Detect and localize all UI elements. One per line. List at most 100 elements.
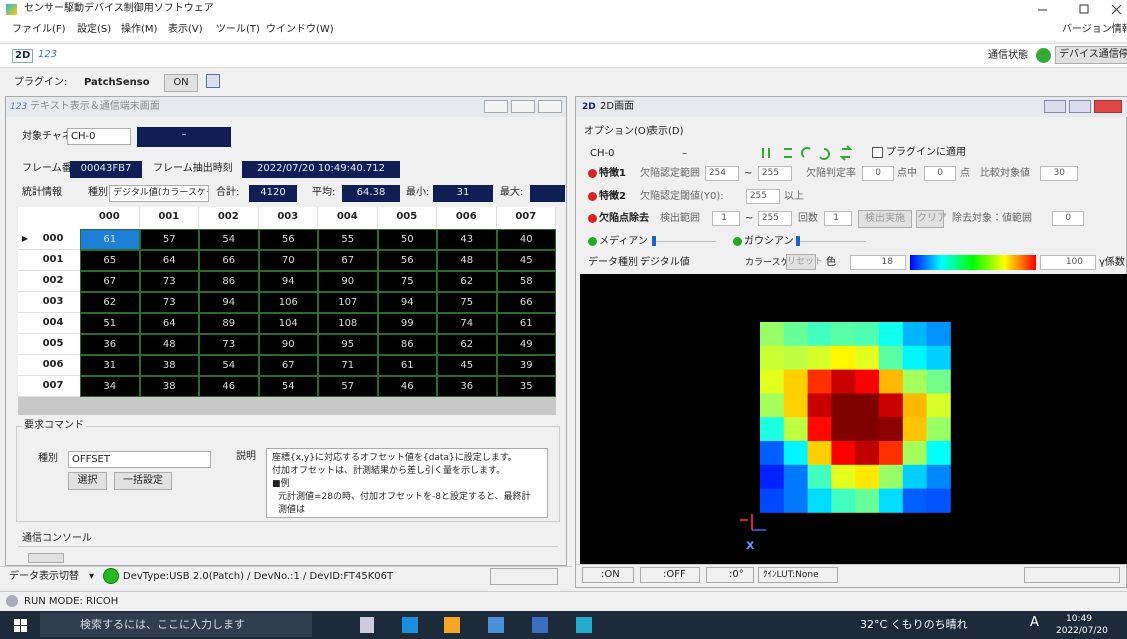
tool-icons[interactable] [760,145,868,161]
table-cell[interactable]: 31 [80,355,140,376]
table-cell[interactable]: 75 [437,292,497,313]
table-cell[interactable]: 90 [258,334,318,355]
menu-item[interactable]: ファイル(F) [12,24,66,35]
table-cell[interactable]: 61 [496,313,556,334]
spin[interactable]: 30 [1040,166,1078,181]
removal-name[interactable]: 欠陥点除去 [599,213,649,224]
close-button[interactable] [1094,100,1122,113]
description-box[interactable]: 座標{x,y}に対応するオフセット値を{data}に設定します。 付加オフセット… [266,448,548,518]
minimize-button[interactable] [484,100,508,113]
table-cell[interactable]: 46 [199,376,259,397]
table-cell[interactable]: 54 [199,355,259,376]
table-cell[interactable]: 45 [437,355,497,376]
table-cell[interactable]: 71 [318,355,378,376]
table-cell[interactable]: 66 [496,292,556,313]
table-cell[interactable]: 56 [258,229,318,250]
median-slider[interactable] [652,236,656,246]
table-cell[interactable]: 94 [377,292,437,313]
table-cell[interactable]: 43 [437,229,497,250]
table-cell[interactable]: 62 [80,292,140,313]
table-cell[interactable]: 86 [377,334,437,355]
display-switch[interactable]: データ表示切替 [9,571,79,582]
table-cell[interactable]: 99 [377,313,437,334]
spin[interactable]: 0 [924,166,956,181]
color-max-spin[interactable]: 100 [1040,255,1096,270]
kind-select[interactable]: デジタル値(カラースケール) [109,185,209,202]
console-button[interactable] [28,553,64,563]
feature2-name[interactable]: 特徴2 [599,191,626,202]
menu-item[interactable]: ウインドウ(W) [266,24,334,35]
table-cell[interactable]: 55 [318,229,378,250]
menu-item[interactable]: 表示(D) [648,126,684,137]
table-cell[interactable]: 51 [80,313,140,334]
menu-item[interactable]: 表示(V) [168,24,203,35]
table-cell[interactable]: 73 [139,292,199,313]
table-cell[interactable]: 58 [496,271,556,292]
gaussian-filter[interactable]: ガウシアン [744,236,794,247]
table-cell[interactable]: 54 [199,229,259,250]
mode-2d-button[interactable]: 2D [12,49,34,63]
table-cell[interactable]: 61 [80,229,140,250]
maximize-button[interactable] [1069,100,1091,113]
menu-item[interactable]: オプション(O) [584,126,650,137]
table-cell[interactable]: 107 [318,292,378,313]
spin[interactable]: 255 [758,211,792,226]
plugin-apply-checkbox[interactable] [872,147,883,158]
table-cell[interactable]: 73 [139,271,199,292]
table-cell[interactable]: 45 [496,250,556,271]
spin[interactable]: 254 [705,166,739,181]
table-cell[interactable]: 36 [80,334,140,355]
data-kind-select[interactable]: デジタル値 [640,257,690,268]
table-cell[interactable]: 57 [318,376,378,397]
reset-button[interactable]: リセット [786,254,823,270]
table-cell[interactable]: 46 [377,376,437,397]
channel-select[interactable]: CH-0 [590,148,615,159]
spin[interactable]: 0 [1052,211,1084,226]
table-cell[interactable]: 94 [258,271,318,292]
weather[interactable]: 32°C くもりのち晴れ [860,618,968,631]
table-cell[interactable]: 36 [437,376,497,397]
median-filter[interactable]: メディアン [599,236,648,247]
plugin-on-button[interactable]: ON [164,74,198,92]
table-cell[interactable]: 38 [139,376,199,397]
feature1-name[interactable]: 特徴1 [599,168,626,179]
plugin-icon[interactable] [206,74,220,88]
table-cell[interactable]: 38 [139,355,199,376]
clock-time[interactable]: 10:49 [1066,614,1092,624]
menu-item[interactable]: ツール(T) [216,24,260,35]
table-cell[interactable]: 75 [377,271,437,292]
table-cell[interactable]: 108 [318,313,378,334]
detect-button[interactable]: 検出実施 [858,210,912,228]
table-cell[interactable]: 49 [496,334,556,355]
table-cell[interactable]: 67 [318,250,378,271]
table-cell[interactable]: 90 [318,271,378,292]
table-cell[interactable]: 64 [139,250,199,271]
table-cell[interactable]: 34 [80,376,140,397]
table-cell[interactable]: 40 [496,229,556,250]
channel-select[interactable]: CH-0 [67,128,131,145]
table-cell[interactable]: 89 [199,313,259,334]
minimize-button[interactable] [1044,100,1066,113]
stop-comm-button[interactable]: デバイス通信停止 [1055,46,1127,64]
table-cell[interactable]: 65 [80,250,140,271]
close-button[interactable] [538,100,562,113]
select-button[interactable]: 選択 [68,472,107,490]
table-cell[interactable]: 48 [437,250,497,271]
table-cell[interactable]: 48 [139,334,199,355]
table-cell[interactable]: 56 [377,250,437,271]
table-cell[interactable]: 62 [437,334,497,355]
table-cell[interactable]: 106 [258,292,318,313]
clear-button[interactable]: クリア [916,210,947,228]
table-cell[interactable]: 57 [139,229,199,250]
cmd-kind-select[interactable]: OFFSET [68,451,211,468]
table-cell[interactable]: 64 [139,313,199,334]
gaussian-slider[interactable] [796,236,800,246]
table-cell[interactable]: 50 [377,229,437,250]
table-cell[interactable]: 66 [199,250,259,271]
table-cell[interactable]: 62 [437,271,497,292]
table-cell[interactable]: 39 [496,355,556,376]
start-button[interactable] [14,619,27,632]
table-cell[interactable]: 74 [437,313,497,334]
table-cell[interactable]: 86 [199,271,259,292]
spin[interactable]: 0 [862,166,894,181]
